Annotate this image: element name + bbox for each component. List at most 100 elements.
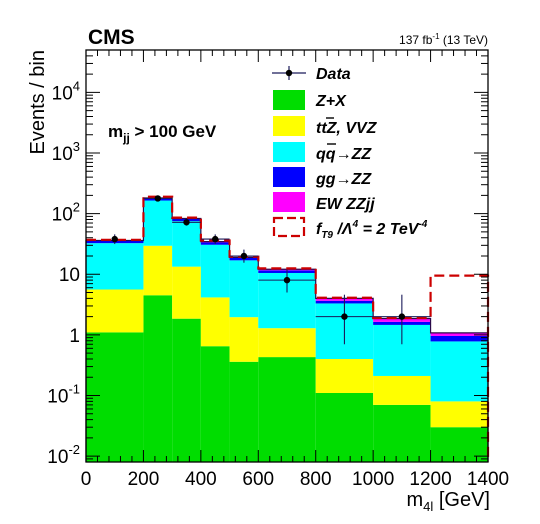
data-marker — [212, 235, 219, 243]
x-tick-label: 0 — [81, 469, 92, 490]
legend-ft9-exp4: 4 — [352, 219, 359, 230]
bar-z-x-bin-3 — [200, 346, 230, 462]
y-tick-base: 1 — [69, 326, 80, 347]
legend-swatch-zx — [273, 90, 305, 110]
bar-z-x-bin-8 — [430, 427, 488, 462]
x-axis-title-unit: [GeV] — [433, 489, 490, 511]
data-marker — [154, 195, 161, 202]
data-point — [229, 249, 259, 263]
lumi-exponent: -1 — [432, 32, 440, 41]
legend-swatch-qqzz — [273, 142, 305, 162]
data-point — [258, 269, 316, 293]
bar-tt-z-vvz-bin-8 — [430, 401, 488, 428]
bar-qq-zz-bin-1 — [143, 200, 173, 246]
y-tick-label: 10 — [59, 265, 80, 286]
bar-tt-z-vvz-bin-2 — [172, 266, 201, 319]
lumi-label: 137 fb-1 (13 TeV) — [399, 32, 488, 47]
x-tick-label: 1200 — [409, 469, 451, 490]
y-tick-exponent: 2 — [73, 200, 80, 215]
legend-ttz-tbar: t — [321, 120, 327, 137]
legend-label-qqzz: qq→ZZ — [316, 146, 372, 163]
bar-tt-z-vvz-bin-0 — [86, 289, 144, 333]
data-point — [200, 234, 230, 245]
legend-label-ttz-vvz: ttZ, VVZ — [316, 120, 378, 137]
data-marker — [283, 276, 291, 284]
legend-entry-ggzz: gg→ZZ — [273, 167, 372, 188]
legend-qqzz-rest: →ZZ — [336, 146, 373, 163]
bar-tt-z-vvz-bin-7 — [373, 375, 431, 405]
bar-tt-z-vvz-bin-5 — [258, 328, 316, 358]
data-marker — [111, 235, 118, 243]
y-tick-base: 10 — [52, 83, 73, 104]
x-tick-label: 200 — [128, 469, 160, 490]
aqgc-step-line — [86, 195, 490, 462]
legend-qqzz-qbar: q — [326, 146, 336, 163]
aqgc-signal-line — [86, 195, 490, 462]
legend-ft9-sub: T9 — [321, 230, 333, 241]
histogram-stack — [85, 197, 489, 462]
data-point — [111, 234, 118, 245]
legend-entry-zx: Z+X — [273, 90, 347, 110]
legend-label-data: Data — [316, 66, 351, 83]
legend-ttz-rest: Z, VVZ — [326, 120, 378, 137]
lumi-value: 137 fb — [399, 33, 433, 47]
legend-label-ewzz: EW ZZjj — [316, 196, 375, 213]
y-tick-base: 10 — [47, 447, 68, 468]
bar-qq-zz-bin-4 — [229, 260, 259, 318]
y-tick-label: 10-2 — [47, 442, 80, 468]
legend: Data Z+X ttZ, VVZ qq→ZZ gg→ZZ EW ZZjj — [272, 66, 428, 241]
legend-ft9-f: f — [316, 221, 323, 238]
legend-entry-ewzz: EW ZZjj — [273, 192, 375, 213]
x-tick-label: 800 — [300, 469, 332, 490]
x-tick-label: 600 — [242, 469, 274, 490]
bar-z-x-bin-4 — [229, 361, 259, 462]
bar-tt-z-vvz-bin-3 — [200, 297, 230, 347]
mjj-cut-annotation: mjj > 100 GeV — [108, 122, 217, 145]
y-tick-label: 104 — [52, 78, 80, 104]
y-tick-exponent: -2 — [68, 442, 80, 457]
x-tick-label: 400 — [185, 469, 217, 490]
data-marker — [341, 313, 348, 320]
legend-ft9-lambda: /Λ — [333, 221, 353, 238]
legend-swatch-ttz-vvz — [273, 116, 305, 136]
y-tick-label: 1 — [69, 326, 80, 347]
x-axis-title-main: m — [407, 489, 424, 511]
bar-qq-zz-bin-2 — [172, 221, 201, 267]
data-points — [111, 195, 431, 345]
data-point — [315, 294, 374, 345]
lumi-energy: (13 TeV) — [440, 33, 488, 47]
legend-label-ft9: fT9 /Λ4 = 2 TeV-4 — [316, 219, 428, 241]
data-marker — [183, 219, 190, 226]
legend-entry-data: Data — [272, 66, 351, 83]
bar-z-x-bin-2 — [172, 318, 201, 462]
bar-gg-zz-bin-8 — [430, 335, 488, 342]
experiment-label: CMS — [88, 26, 135, 49]
legend-ft9-eq: = 2 TeV — [358, 221, 420, 238]
legend-label-ggzz: gg→ZZ — [315, 171, 372, 188]
legend-swatch-ft9 — [272, 216, 306, 238]
y-tick-base: 10 — [52, 144, 73, 165]
bar-ew-zzjj-bin-8 — [430, 332, 488, 336]
y-tick-label: 103 — [52, 139, 80, 165]
legend-ft9-exp: -4 — [418, 219, 427, 230]
legend-swatch-ggzz — [273, 167, 305, 187]
legend-entry-qqzz: qq→ZZ — [273, 142, 372, 163]
y-tick-exponent: 3 — [73, 139, 80, 154]
mjj-symbol: m — [108, 122, 123, 141]
legend-ttz-t: t — [316, 120, 322, 137]
x-tick-label: 1000 — [352, 469, 394, 490]
bar-z-x-bin-7 — [373, 404, 431, 462]
data-marker — [398, 313, 406, 320]
x-axis-title: m4l [GeV] — [407, 489, 491, 514]
bar-z-x-bin-6 — [315, 392, 374, 462]
y-tick-label: 10-1 — [47, 381, 80, 407]
bar-qq-zz-bin-0 — [86, 243, 144, 290]
legend-swatch-ewzz — [273, 192, 305, 212]
bar-qq-zz-bin-3 — [200, 244, 230, 298]
data-marker — [240, 252, 248, 260]
bar-qq-zz-bin-8 — [430, 341, 488, 402]
x-tick-label: 1400 — [467, 469, 509, 490]
y-tick-base: 10 — [52, 205, 73, 226]
data-point — [172, 219, 201, 226]
